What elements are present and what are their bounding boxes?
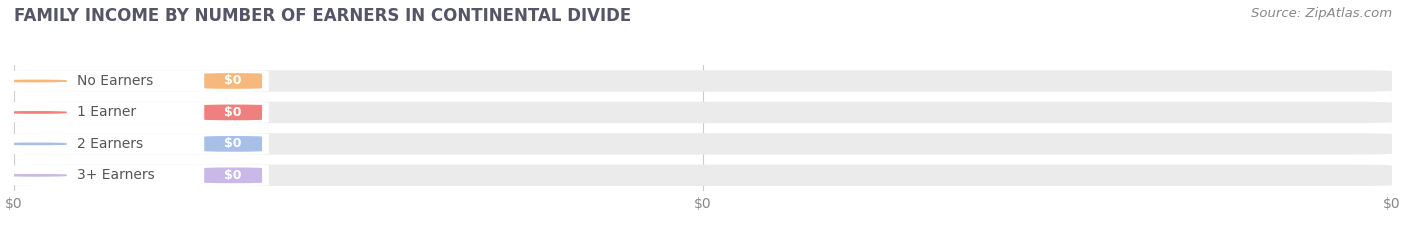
Text: $0: $0 — [225, 75, 242, 87]
Circle shape — [6, 143, 66, 144]
Circle shape — [6, 112, 66, 113]
FancyBboxPatch shape — [14, 70, 1392, 92]
Text: 1 Earner: 1 Earner — [77, 105, 136, 120]
FancyBboxPatch shape — [14, 165, 1392, 186]
FancyBboxPatch shape — [14, 102, 1392, 123]
Circle shape — [6, 175, 66, 176]
FancyBboxPatch shape — [204, 73, 262, 89]
Text: 3+ Earners: 3+ Earners — [77, 168, 155, 182]
FancyBboxPatch shape — [14, 133, 269, 154]
FancyBboxPatch shape — [204, 105, 262, 120]
FancyBboxPatch shape — [14, 102, 269, 123]
Text: $0: $0 — [225, 137, 242, 150]
Text: FAMILY INCOME BY NUMBER OF EARNERS IN CONTINENTAL DIVIDE: FAMILY INCOME BY NUMBER OF EARNERS IN CO… — [14, 7, 631, 25]
FancyBboxPatch shape — [204, 168, 262, 183]
Text: Source: ZipAtlas.com: Source: ZipAtlas.com — [1251, 7, 1392, 20]
FancyBboxPatch shape — [14, 165, 269, 186]
Circle shape — [6, 80, 66, 82]
FancyBboxPatch shape — [204, 136, 262, 152]
FancyBboxPatch shape — [14, 70, 269, 92]
Text: No Earners: No Earners — [77, 74, 153, 88]
FancyBboxPatch shape — [14, 133, 1392, 154]
Text: $0: $0 — [225, 169, 242, 182]
Text: $0: $0 — [225, 106, 242, 119]
Text: 2 Earners: 2 Earners — [77, 137, 143, 151]
